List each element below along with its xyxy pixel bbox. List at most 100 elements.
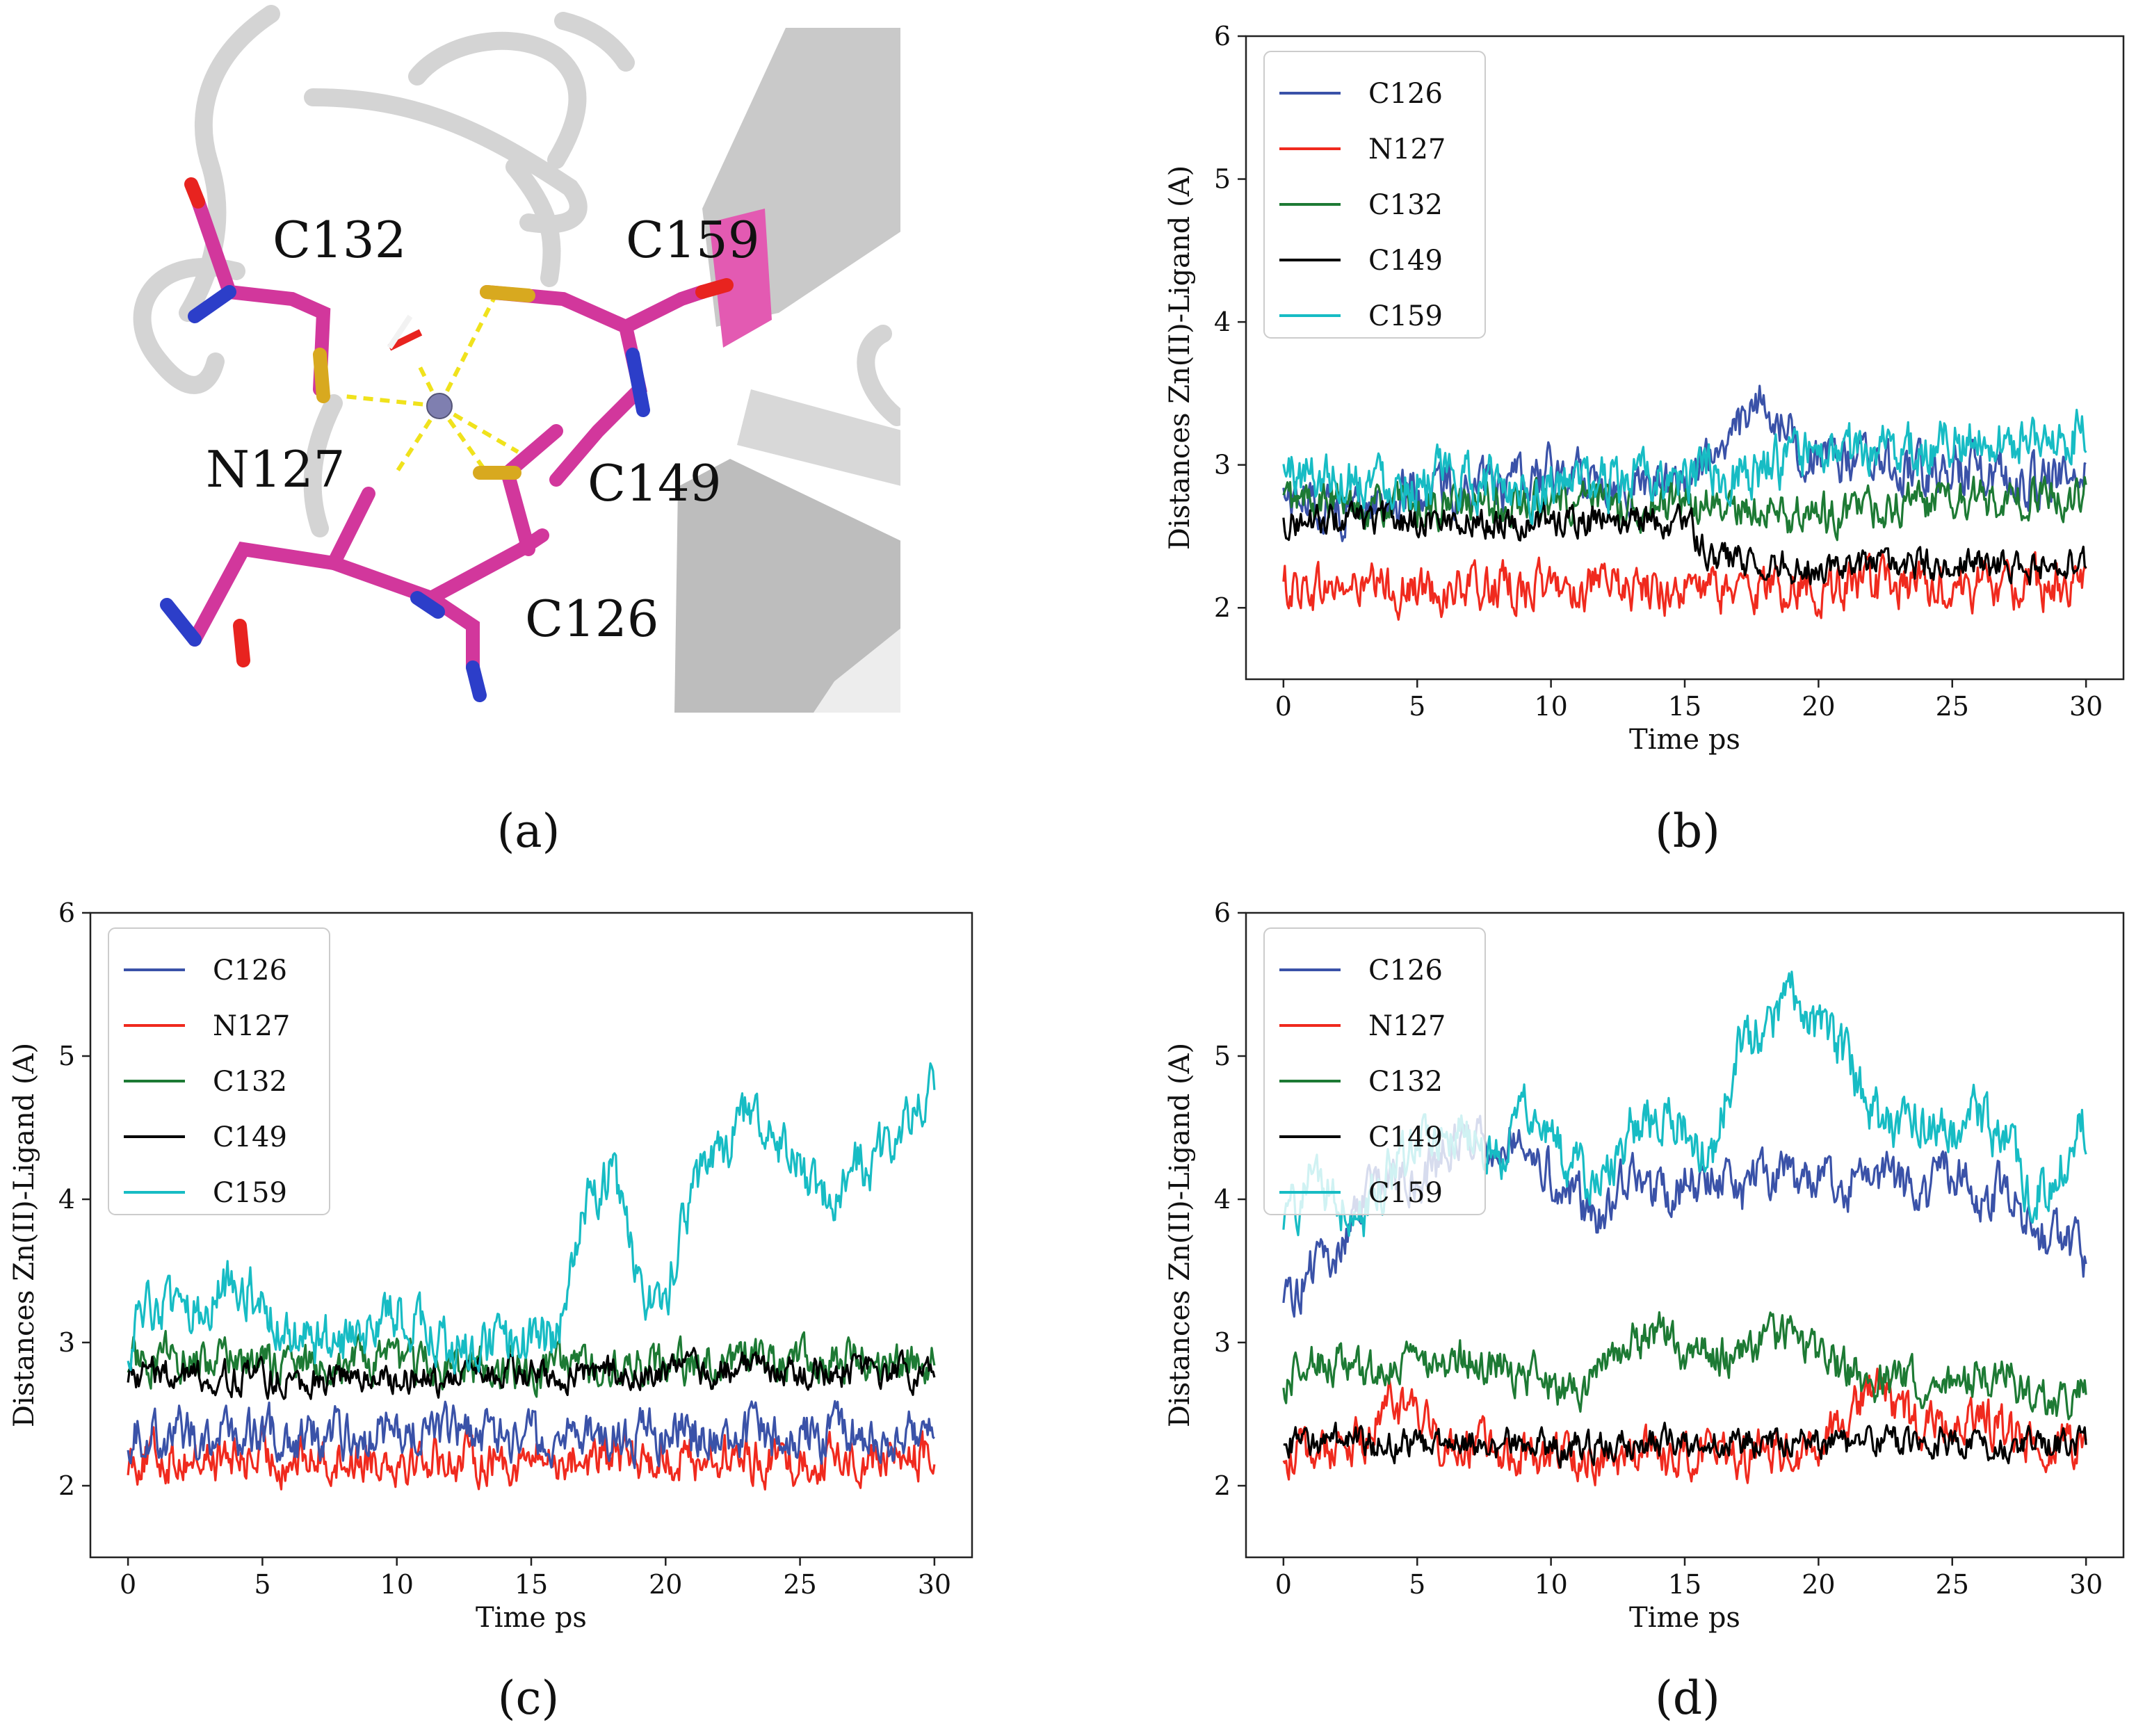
- series-line-c149: [127, 1347, 936, 1400]
- legend-label-n127: N127: [213, 1010, 290, 1042]
- sulfur-c159: [480, 285, 535, 302]
- y-tick-label: 4: [1214, 307, 1231, 337]
- legend-label-c126: C126: [1368, 955, 1443, 987]
- residue-c126-chain: [424, 528, 549, 605]
- ribbon-loop: [304, 88, 588, 234]
- series-line-c132: [1282, 1311, 2087, 1420]
- x-tick-label: 30: [2069, 1569, 2103, 1600]
- beta-sheet-highlight: [709, 209, 772, 348]
- series-line-c159: [1282, 408, 2087, 526]
- label-c126: C126: [525, 590, 659, 648]
- zn-bond: [343, 394, 440, 408]
- ribbon-loop: [554, 12, 635, 72]
- ribbon-loops: [133, 5, 900, 537]
- label-c149: C149: [588, 454, 722, 512]
- label-c159: C159: [626, 211, 760, 269]
- oxygen-c159: [695, 278, 734, 299]
- chart-panel-c: 0 5 10 15 20 25 30 2 3 4 5 6 Time ps Distances Zn(II)…: [8, 898, 973, 1725]
- legend-label-c126: C126: [213, 955, 287, 987]
- legend-box: [108, 927, 330, 1215]
- nitrogen-c159: [626, 348, 650, 417]
- legend-label-c159: C159: [213, 1177, 287, 1209]
- zn-bond: [437, 298, 496, 407]
- x-tick-label: 0: [120, 1569, 136, 1600]
- series-line-c159: [127, 1062, 936, 1375]
- legend-label-c132: C132: [213, 1066, 287, 1098]
- x-tick-label: 20: [649, 1569, 682, 1600]
- ribbon-loop: [408, 31, 587, 169]
- plot-area: [1282, 384, 2087, 621]
- legend: C126 N127 C132 C149 C159: [1263, 927, 1486, 1215]
- series-line-c149: [1283, 1421, 2087, 1469]
- y-tick-label: 3: [1214, 1327, 1231, 1358]
- legend-label-c159: C159: [1368, 1177, 1443, 1209]
- x-axis-label: Time ps: [476, 1602, 587, 1634]
- legend-label-c132: C132: [1368, 1066, 1443, 1098]
- panel-label-a: (a): [497, 804, 560, 858]
- panel-label: (d): [1655, 1671, 1720, 1725]
- y-tick-label: 2: [1214, 1470, 1231, 1501]
- nitrogen-c126-b: [410, 591, 445, 619]
- ribbon-loop: [194, 5, 280, 169]
- x-axis-label: Time ps: [1629, 724, 1740, 756]
- y-tick-label: 5: [1214, 1041, 1231, 1071]
- x-tick-label: 10: [1534, 1569, 1567, 1600]
- structure-render: [133, 5, 900, 713]
- x-tick-label: 15: [1668, 691, 1701, 722]
- legend-label-n127: N127: [1368, 133, 1446, 165]
- residue-sticks: [160, 177, 734, 702]
- y-tick-label: 6: [1214, 21, 1231, 51]
- zn-bond: [394, 405, 442, 474]
- legend-box: [1263, 51, 1486, 339]
- nitrogen-c126: [466, 660, 487, 702]
- panel-a-structure: C132 C159 N127 C149 C126 (a): [133, 5, 900, 858]
- chart-panel-d: 0 5 10 15 20 25 30 2 3 4 5 6 Time ps Distances Zn(II)…: [1164, 898, 2125, 1725]
- x-tick-label: 10: [380, 1569, 414, 1600]
- sulfur-c132: [313, 348, 330, 403]
- ribbon-loop: [857, 325, 900, 426]
- legend-label-c159: C159: [1368, 300, 1443, 332]
- y-axis-label: Distances Zn(II)-Ligand (A): [8, 1043, 40, 1427]
- y-axis-label: Distances Zn(II)-Ligand (A): [1164, 1043, 1196, 1427]
- x-tick-label: 25: [783, 1569, 816, 1600]
- y-tick-label: 2: [58, 1470, 75, 1501]
- x-tick-label: 15: [1668, 1569, 1701, 1600]
- zn-bond: [438, 404, 519, 454]
- x-tick-label: 15: [515, 1569, 548, 1600]
- oxygen-c132: [184, 177, 205, 209]
- residue-c126: [327, 556, 480, 674]
- legend-label-c149: C149: [213, 1121, 287, 1153]
- panel-label: (c): [498, 1671, 559, 1725]
- residue-n127: [188, 487, 375, 647]
- legend-box: [1263, 927, 1486, 1215]
- coordination-bonds: [343, 298, 519, 474]
- series-line-c126: [127, 1400, 935, 1470]
- ribbon-loop: [303, 394, 343, 537]
- zn-bond: [437, 405, 489, 474]
- oxygen-n127: [233, 619, 250, 667]
- residue-c132: [191, 195, 331, 396]
- x-tick-label: 30: [2069, 691, 2103, 722]
- y-tick-label: 2: [1214, 592, 1231, 623]
- plot-area: [127, 1062, 936, 1491]
- ribbon-loop: [505, 158, 561, 287]
- legend-label-c149: C149: [1368, 245, 1443, 277]
- ribbon-loop: [133, 258, 245, 394]
- nitrogen-c132: [188, 285, 236, 323]
- x-tick-label: 5: [254, 1569, 270, 1600]
- x-tick-label: 30: [918, 1569, 951, 1600]
- y-tick-label: 6: [58, 898, 75, 928]
- y-tick-label: 6: [1214, 898, 1231, 928]
- x-tick-label: 25: [1936, 691, 1969, 722]
- legend-label-c132: C132: [1368, 189, 1443, 221]
- water-molecule: [387, 314, 423, 351]
- label-c132: C132: [273, 211, 407, 269]
- series-line-c149: [1282, 496, 2087, 586]
- y-tick-label: 4: [1214, 1184, 1231, 1215]
- y-tick-label: 3: [58, 1327, 75, 1358]
- nitrogen-n127: [160, 598, 202, 647]
- chart-panel-b: 0 5 10 15 20 25 30 2 3 4 5 6 Time ps Distances Zn(II)…: [1164, 21, 2125, 858]
- zinc-ion: [426, 393, 453, 419]
- legend-label-c149: C149: [1368, 1121, 1443, 1153]
